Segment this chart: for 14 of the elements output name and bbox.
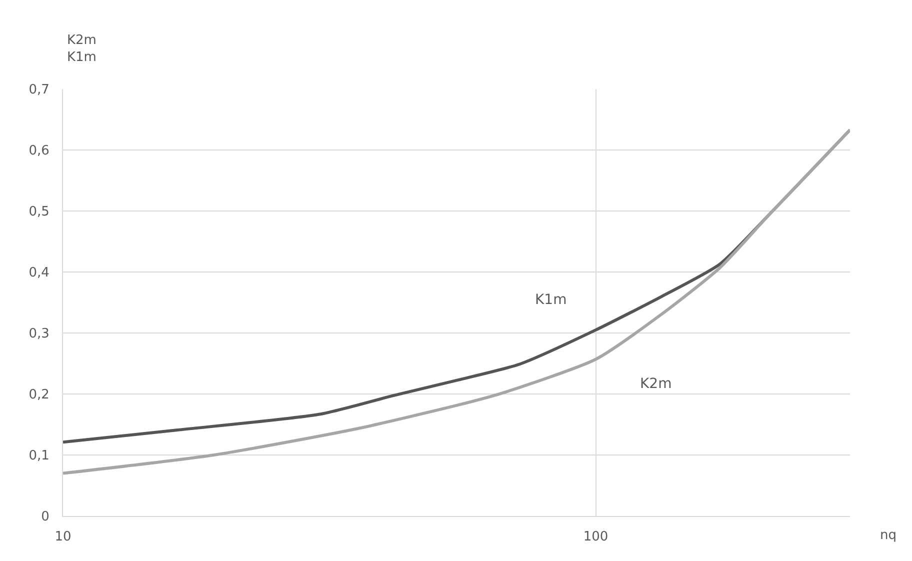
- y-tick-label: 0,3: [28, 326, 50, 342]
- y-axis-title: K2m K1m: [67, 33, 96, 65]
- y-tick-label: 0: [41, 510, 50, 525]
- text: K2m: [640, 376, 672, 392]
- y-tick-label: 0,2: [28, 388, 50, 403]
- y-tick-label: 0,6: [28, 144, 50, 159]
- x-tick-label: 100: [583, 530, 608, 545]
- y-tick-label: 0,4: [28, 266, 50, 281]
- x-tick-label: 10: [54, 530, 72, 545]
- y-tick-label: 0,1: [28, 448, 50, 464]
- y-tick-label: 0,7: [28, 82, 50, 98]
- x-axis-title: nq: [880, 528, 896, 543]
- y-tick-label: 0,5: [28, 204, 50, 220]
- text: K1m: [535, 292, 567, 308]
